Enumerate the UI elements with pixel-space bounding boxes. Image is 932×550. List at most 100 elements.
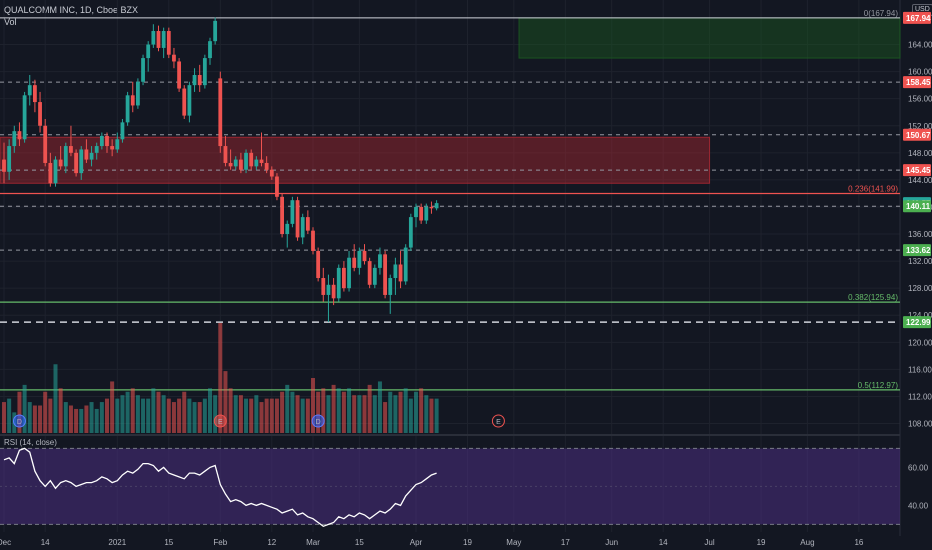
candle	[2, 159, 6, 172]
candle	[275, 176, 279, 197]
volume-bar	[2, 402, 6, 433]
volume-bar	[408, 398, 413, 433]
volume-bar	[120, 395, 125, 433]
candle	[136, 81, 140, 106]
candle	[305, 217, 310, 231]
price-tick-label: 120.00	[908, 338, 932, 347]
candle	[74, 152, 78, 174]
time-tick-label: Apr	[410, 538, 423, 547]
candle	[393, 264, 398, 279]
time-tick-label: 15	[355, 538, 364, 547]
candle	[429, 206, 434, 209]
volume-bar	[238, 395, 243, 433]
candle	[378, 254, 382, 268]
volume-bar	[187, 398, 192, 433]
price-tag-label: 145.45	[906, 166, 931, 175]
candle	[239, 159, 243, 170]
volume-bar	[331, 384, 336, 433]
candle	[192, 74, 197, 86]
volume-bar	[17, 391, 22, 433]
price-tick-label: 164.00	[908, 41, 932, 50]
volume-bar	[305, 398, 310, 433]
price-tag-label: 167.94	[906, 14, 931, 23]
candle	[63, 146, 68, 167]
volume-bar	[244, 398, 249, 433]
grid	[0, 0, 901, 536]
target-zone	[518, 17, 901, 59]
candle	[290, 200, 295, 224]
candle	[172, 54, 176, 62]
time-tick-label: 15	[164, 538, 173, 547]
price-tag	[903, 76, 931, 89]
candle	[187, 85, 192, 116]
fib-label: 0(167.94)	[864, 9, 899, 18]
candle	[53, 159, 58, 184]
volume-bar	[161, 395, 166, 433]
candle	[311, 230, 315, 251]
event-label: D	[17, 419, 22, 426]
time-tick-label: 12	[267, 538, 276, 547]
dividend-event-icon	[12, 414, 26, 428]
price-tick-label: 152.00	[908, 122, 932, 131]
candle	[414, 206, 418, 218]
price-tick-label: 116.00	[908, 365, 932, 374]
candle	[33, 85, 37, 103]
volume-bar	[213, 395, 218, 433]
volume-bar	[141, 398, 146, 433]
price-tick-label: 108.00	[908, 420, 932, 429]
volume-bar	[347, 388, 352, 433]
candle	[48, 162, 53, 184]
candle	[202, 58, 207, 86]
event-label: D	[316, 419, 321, 426]
price-axis[interactable]: 40.00 60.00 108.00 112.00 116.00 120.00 124.00…	[903, 11, 932, 511]
price-tag	[903, 11, 931, 24]
candle	[352, 257, 357, 268]
time-tick-label: Aug	[800, 538, 814, 547]
fib-label: 0.5(112.97)	[858, 381, 899, 390]
candle	[177, 61, 181, 89]
volume-bar	[53, 364, 58, 433]
rsi-tick-label: 40.00	[908, 501, 929, 510]
volume-bar	[228, 388, 233, 433]
candle	[197, 74, 202, 86]
candle	[125, 95, 130, 123]
candle	[300, 217, 305, 238]
candle	[408, 217, 413, 248]
volume-bar	[295, 395, 300, 433]
price-tag	[903, 164, 931, 177]
volume-bar	[362, 395, 367, 433]
candle	[362, 250, 367, 262]
volume-bar	[38, 405, 43, 433]
time-tick-label: 14	[659, 538, 668, 547]
volume-bar	[424, 395, 429, 433]
volume-bar	[357, 395, 362, 433]
candle	[316, 250, 321, 279]
volume-bar	[110, 381, 115, 433]
candle	[357, 250, 362, 268]
candle	[321, 278, 326, 295]
candle	[233, 159, 238, 167]
earnings-upcoming-event-icon	[491, 414, 505, 428]
time-axis[interactable]: Dec 14 2021 15 Feb 12 Mar 15 Apr 19 May 17 Jun 14 Jul 1…	[0, 538, 864, 547]
time-tick-label: Feb	[213, 538, 227, 547]
time-tick-label: Jul	[704, 538, 714, 547]
candle	[398, 264, 403, 282]
candle	[388, 278, 393, 295]
volume-bar	[68, 405, 73, 433]
volume-bar	[300, 398, 305, 433]
volume-bar	[151, 388, 156, 433]
price-tick-label: 128.00	[908, 284, 932, 293]
volume-bar	[84, 405, 89, 433]
rsi-label: RSI (14, close)	[4, 438, 57, 447]
candle	[336, 267, 341, 299]
fib-label: 0.382(125.94)	[848, 293, 898, 302]
candle	[166, 31, 171, 55]
volume-bar	[254, 395, 259, 433]
volume-bar	[130, 388, 135, 433]
volume-bar	[197, 402, 202, 433]
candle	[146, 44, 151, 59]
volume-bar	[434, 398, 439, 433]
zones	[0, 17, 901, 184]
